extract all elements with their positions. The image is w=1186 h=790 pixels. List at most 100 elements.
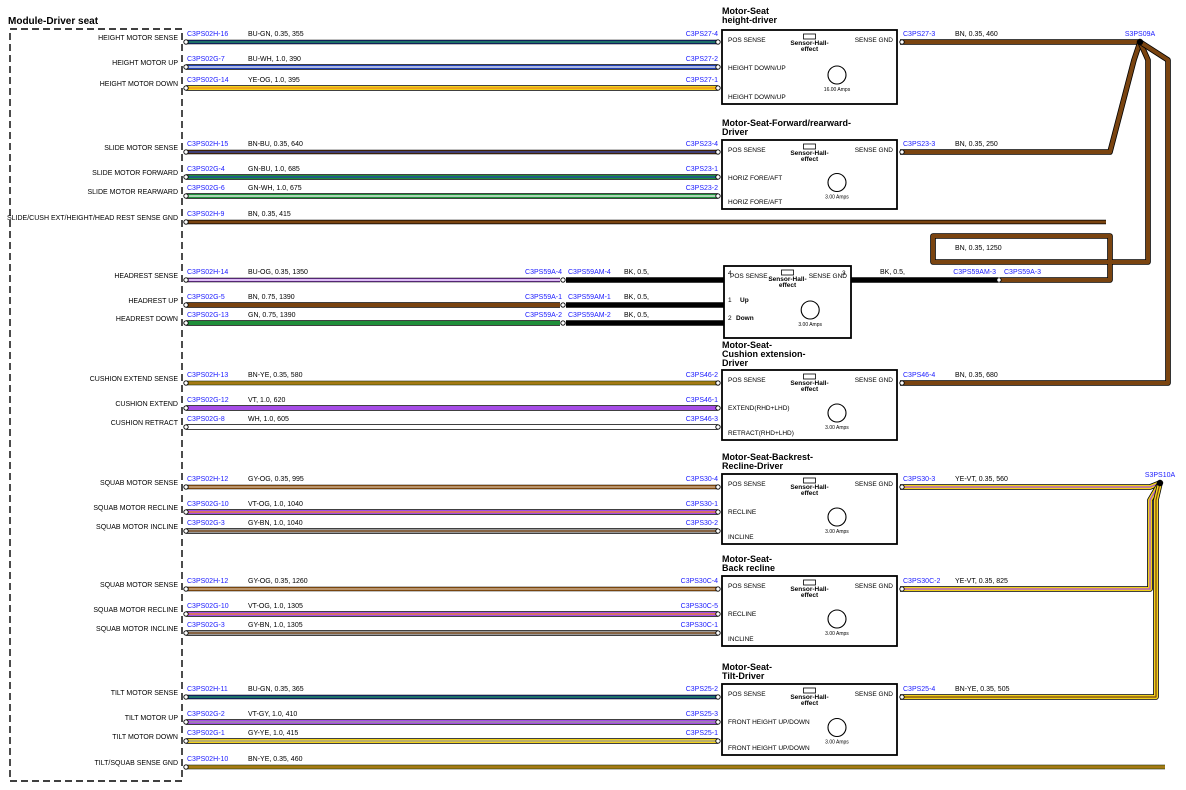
block-title-line: Driver xyxy=(722,358,749,368)
ground-wire-g6 xyxy=(900,482,1163,700)
block-title-line: Cushion extension- xyxy=(722,349,806,359)
pin-to2-w10: C3PS59AM-2 xyxy=(568,312,611,319)
signal-label-w23: TILT/SQUAB SENSE GND xyxy=(95,760,179,767)
terminal-module-w5 xyxy=(183,174,189,180)
pin-to-w12: C3PS46-1 xyxy=(686,397,718,404)
block-sensor-label-2: effect xyxy=(779,282,797,289)
block-sensor-label: Sensor-Hall- xyxy=(790,40,828,47)
ground-wire-g1 xyxy=(900,41,1143,155)
block-pin-gnd: 3 xyxy=(842,270,846,277)
block-sensor-label: Sensor-Hall- xyxy=(790,484,828,491)
wire-spec-w4: BN-BU, 0.35, 640 xyxy=(248,141,303,148)
block-row-1: RECLINE xyxy=(728,509,757,516)
terminal-ground-g0 xyxy=(899,39,905,45)
block-frame xyxy=(721,369,898,441)
wire-spec-w18: VT-OG, 1.0, 1305 xyxy=(248,603,303,610)
block-frame xyxy=(721,683,898,756)
motor-icon xyxy=(827,717,847,738)
terminal-module-w9 xyxy=(183,302,189,308)
block-sense-gnd: SENSE GND xyxy=(855,583,894,590)
splice-dot-s0 xyxy=(1136,38,1144,46)
pin-from-w21: C3PS02G-2 xyxy=(187,711,225,718)
pin-from-w5: C3PS02G-4 xyxy=(187,166,225,173)
block-row-1: EXTEND(RHD+LHD) xyxy=(728,405,790,412)
motor-block-b5: Motor-Seat-Back recline POS SENSE SENSE GN… xyxy=(721,554,898,647)
block-sensor-label-2: effect xyxy=(801,592,819,599)
terminal-block-w6 xyxy=(715,193,721,199)
module-title: Module-Driver seat xyxy=(8,16,99,27)
block-row-2: INCLINE xyxy=(728,534,754,541)
block-pin-up: 1 xyxy=(728,297,732,304)
ground-pin-g0: C3PS27-3 xyxy=(903,31,935,38)
splice-label-s0: S3PS09A xyxy=(1125,31,1156,38)
terminal-module-w3 xyxy=(183,85,189,91)
block-title-line: Motor-Seat- xyxy=(722,554,772,564)
ground-spec-bk: BK, 0.5, xyxy=(880,269,905,276)
wire-spec-w1: BU-GN, 0.35, 355 xyxy=(248,31,304,38)
motor-icon xyxy=(827,65,847,85)
pin-from-w17: C3PS02H-12 xyxy=(187,578,228,585)
pin-to-w6: C3PS23-2 xyxy=(686,185,718,192)
pin-from-w12: C3PS02G-12 xyxy=(187,397,229,404)
block-title-line: Motor-Seat-Backrest- xyxy=(722,452,813,462)
signal-label-w2: HEIGHT MOTOR UP xyxy=(112,60,178,67)
block-sensor-label: Sensor-Hall- xyxy=(790,694,828,701)
terminal-ground-g2 xyxy=(996,277,1002,283)
signal-label-w12: CUSHION EXTEND xyxy=(115,401,178,408)
wire-spec-w14: GY-OG, 0.35, 995 xyxy=(248,476,304,483)
motor-icon xyxy=(800,300,820,320)
signal-label-w3: HEIGHT MOTOR DOWN xyxy=(100,81,178,88)
block-sense-gnd: SENSE GND xyxy=(855,37,894,44)
pin-to-w16: C3PS30-2 xyxy=(686,520,718,527)
signal-label-w22: TILT MOTOR DOWN xyxy=(112,734,178,741)
block-row-1: HORIZ FORE/AFT xyxy=(728,175,782,182)
block-row-1: HEIGHT DOWN/UP xyxy=(728,65,786,72)
terminal-conn-w8 xyxy=(560,277,566,283)
block-title-line: Motor-Seat xyxy=(722,6,769,16)
signal-label-w1: HEIGHT MOTOR SENSE xyxy=(98,35,178,42)
block-frame xyxy=(721,473,898,545)
block-title-line: height-driver xyxy=(722,15,778,25)
wire-spec-w22: GY-YE, 1.0, 415 xyxy=(248,730,298,737)
hall-sensor xyxy=(803,477,816,484)
wire-spec-w19: GY-BN, 1.0, 1305 xyxy=(248,622,303,629)
pin-from-w13: C3PS02G-8 xyxy=(187,416,225,423)
pin-to-w2: C3PS27-2 xyxy=(686,56,718,63)
block-amps: 3.00 Amps xyxy=(825,529,849,535)
block-sense-gnd: SENSE GND xyxy=(855,481,894,488)
terminal-ground-g3 xyxy=(899,380,905,386)
terminal-block-w4 xyxy=(715,149,721,155)
hall-sensor xyxy=(781,269,794,276)
block-pos-sense: POS SENSE xyxy=(728,147,766,154)
wire-spec-w17: GY-OG, 0.35, 1260 xyxy=(248,578,308,585)
ground-wire-g2 xyxy=(930,40,1151,283)
wire-spec2-w9: BK, 0.5, xyxy=(624,294,649,301)
block-sensor-label-2: effect xyxy=(801,490,819,497)
signal-label-w17: SQUAB MOTOR SENSE xyxy=(100,582,178,589)
pin-from-w2: C3PS02G-7 xyxy=(187,56,225,63)
terminal-module-w1 xyxy=(183,39,189,45)
block-title-line: Tilt-Driver xyxy=(722,671,765,681)
pin-from-w9: C3PS02G-5 xyxy=(187,294,225,301)
block-row-1: Up xyxy=(740,297,749,304)
pin-to2-w8: C3PS59AM-4 xyxy=(568,269,611,276)
block-title-line: Driver xyxy=(722,127,749,137)
pin-to-w13: C3PS46-3 xyxy=(686,416,718,423)
block-amps: 3.00 Amps xyxy=(798,322,822,328)
ground-wire-g5 xyxy=(900,481,1163,592)
pin-to-w5: C3PS23-1 xyxy=(686,166,718,173)
block-sensor-label: Sensor-Hall- xyxy=(790,150,828,157)
terminal-block-w21 xyxy=(715,719,721,725)
pin-to-w4: C3PS23-4 xyxy=(686,141,718,148)
ground-spec-g3: BN, 0.35, 680 xyxy=(955,372,998,379)
wire-spec-w10: GN, 0.75, 1390 xyxy=(248,312,296,319)
ground-pin-b: C3PS59A-3 xyxy=(1004,269,1041,276)
ground-spec-g5: YE-VT, 0.35, 825 xyxy=(955,578,1008,585)
pin-from-w1: C3PS02H-16 xyxy=(187,31,228,38)
ground-wire-g3 xyxy=(900,39,1171,386)
terminal-module-w4 xyxy=(183,149,189,155)
terminal-ground-g6 xyxy=(899,694,905,700)
block-sensor-label-2: effect xyxy=(801,46,819,53)
block-frame xyxy=(721,575,898,647)
